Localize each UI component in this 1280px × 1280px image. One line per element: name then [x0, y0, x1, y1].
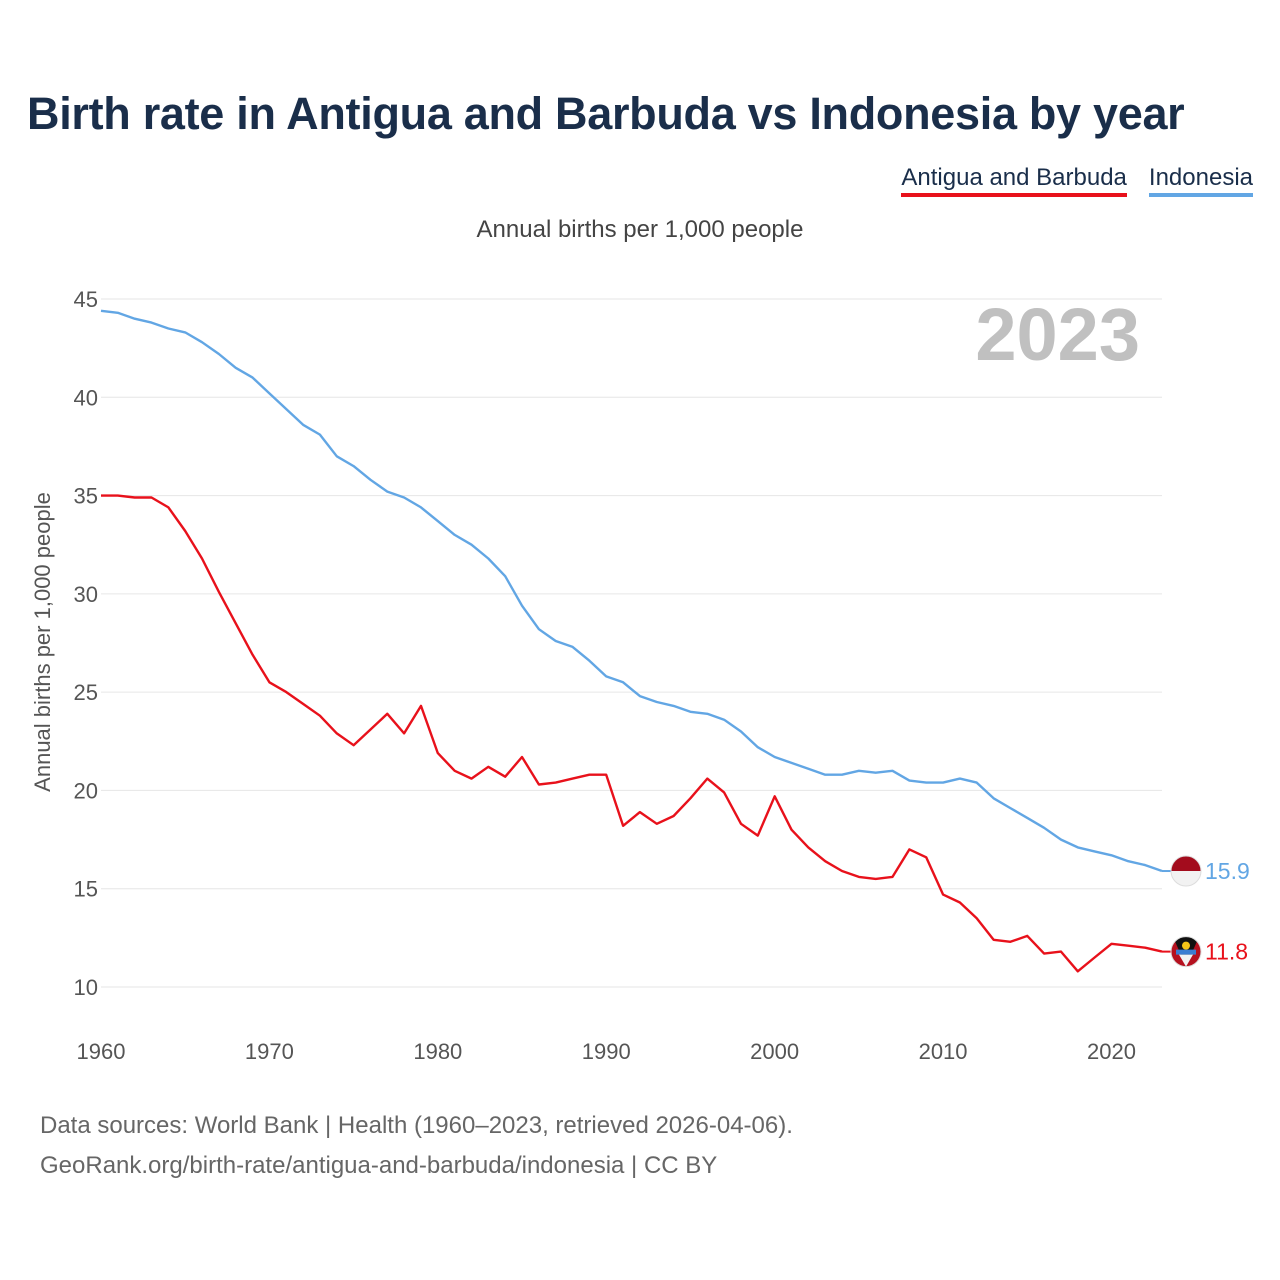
y-tick-label: 45 — [74, 287, 98, 312]
y-tick-label: 20 — [74, 778, 98, 803]
y-tick-label: 35 — [74, 484, 98, 509]
x-axis-ticks: 1960 1970 1980 1990 2000 2010 2020 — [77, 1039, 1136, 1064]
end-value-antigua-and-barbuda: 11.8 — [1205, 939, 1248, 965]
flag-indonesia-icon — [1170, 855, 1202, 887]
x-tick-label: 1980 — [413, 1039, 462, 1064]
y-axis-label: Annual births per 1,000 people — [30, 492, 55, 792]
y-tick-label: 15 — [74, 877, 98, 902]
y-tick-label: 40 — [74, 385, 98, 410]
x-tick-label: 1990 — [582, 1039, 631, 1064]
legend-item-indonesia[interactable]: Indonesia — [1148, 164, 1253, 197]
x-tick-label: 1970 — [245, 1039, 294, 1064]
series-lines — [100, 309, 1163, 973]
source-line-1: Data sources: World Bank | Health (1960–… — [40, 1112, 793, 1139]
chart-subtitle: Annual births per 1,000 people — [476, 216, 804, 243]
source-note: Data sources: World Bank | Health (1960–… — [40, 1106, 793, 1186]
series-line-indonesia — [100, 309, 1163, 873]
y-tick-label: 10 — [74, 975, 98, 1000]
gridlines — [101, 298, 1162, 988]
flag-antigua-and-barbuda-icon — [1170, 936, 1202, 968]
end-value-indonesia: 15.9 — [1205, 858, 1250, 884]
source-line-2: GeoRank.org/birth-rate/antigua-and-barbu… — [40, 1152, 718, 1179]
legend: Antigua and Barbuda Indonesia — [901, 164, 1253, 197]
chart-title: Birth rate in Antigua and Barbuda vs Ind… — [27, 88, 1185, 139]
x-tick-label: 1960 — [77, 1039, 126, 1064]
y-tick-label: 30 — [74, 582, 98, 607]
y-axis-ticks: 10 15 20 25 30 35 40 45 — [74, 287, 98, 1000]
legend-item-antigua-and-barbuda[interactable]: Antigua and Barbuda — [901, 164, 1127, 197]
x-tick-label: 2020 — [1087, 1039, 1136, 1064]
end-markers: 11.8 15.9 — [1162, 855, 1250, 968]
year-label: 2023 — [975, 293, 1140, 376]
y-tick-label: 25 — [74, 680, 98, 705]
x-tick-label: 2010 — [919, 1039, 968, 1064]
x-tick-label: 2000 — [750, 1039, 799, 1064]
series-line-antigua-and-barbuda — [101, 494, 1163, 973]
